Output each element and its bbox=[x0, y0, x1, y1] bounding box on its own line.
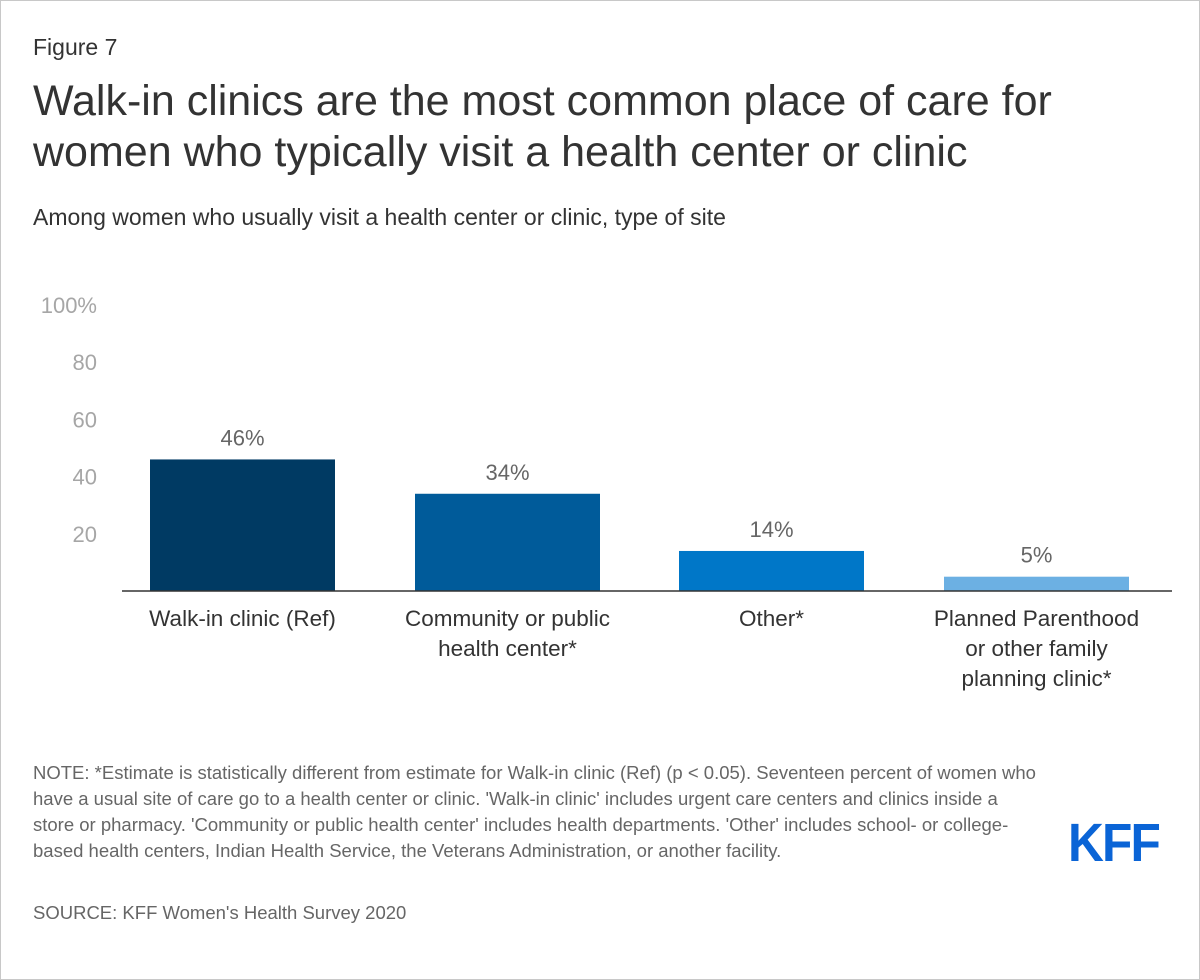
x-category-label: Walk-in clinic (Ref) bbox=[149, 606, 336, 631]
bar-value-label: 34% bbox=[485, 460, 529, 485]
figure-label: Figure 7 bbox=[33, 34, 118, 60]
kff-logo: KFF bbox=[1068, 813, 1161, 873]
y-tick-label: 60 bbox=[73, 407, 97, 432]
bar bbox=[415, 493, 600, 591]
x-category-label: health center* bbox=[438, 636, 577, 661]
y-tick-label: 40 bbox=[73, 465, 97, 490]
bar-value-label: 14% bbox=[749, 517, 793, 542]
bar-value-label: 5% bbox=[1021, 543, 1053, 568]
x-category-label: planning clinic* bbox=[961, 666, 1111, 691]
x-category-label: Planned Parenthood bbox=[934, 606, 1139, 631]
chart-note: NOTE: *Estimate is statistically differe… bbox=[33, 762, 1036, 861]
bar-chart: 20 40 60 80 100% 46% Walk-in clinic (Ref) 34% Co… bbox=[41, 293, 1172, 691]
y-tick-label: 80 bbox=[73, 350, 97, 375]
x-category-label: Community or public bbox=[405, 606, 610, 631]
chart-source: SOURCE: KFF Women's Health Survey 2020 bbox=[33, 902, 407, 923]
y-tick-label: 100% bbox=[41, 293, 97, 318]
bar bbox=[679, 550, 864, 591]
x-category-label: or other family bbox=[965, 636, 1108, 661]
bar-value-label: 46% bbox=[220, 425, 264, 450]
y-tick-label: 20 bbox=[73, 522, 97, 547]
x-category-label: Other* bbox=[739, 606, 804, 631]
chart-subtitle: Among women who usually visit a health c… bbox=[33, 204, 726, 230]
bar bbox=[944, 576, 1129, 591]
chart-title: Walk-in clinics are the most common plac… bbox=[33, 77, 1052, 176]
bar bbox=[150, 459, 335, 591]
